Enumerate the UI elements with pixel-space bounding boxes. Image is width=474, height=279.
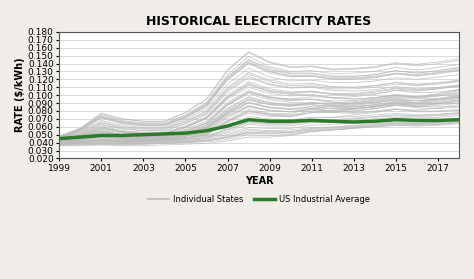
X-axis label: YEAR: YEAR (245, 176, 273, 186)
Y-axis label: RATE ($/kWh): RATE ($/kWh) (15, 58, 25, 133)
Legend: Individual States, US Industrial Average: Individual States, US Industrial Average (145, 192, 373, 207)
Title: HISTORICAL ELECTRICITY RATES: HISTORICAL ELECTRICITY RATES (146, 15, 372, 28)
